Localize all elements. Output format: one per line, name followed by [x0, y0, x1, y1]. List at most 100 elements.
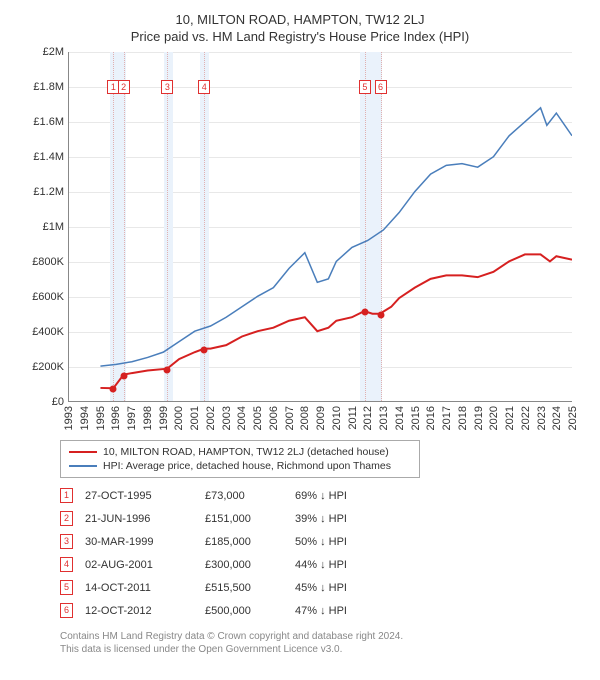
plot-region: 123456 — [68, 52, 572, 402]
x-tick-label: 2018 — [457, 406, 469, 430]
tx-number-box: 1 — [60, 488, 73, 503]
y-tick-label: £800K — [24, 256, 64, 268]
series-hpi — [100, 108, 572, 366]
tx-number-box: 4 — [60, 557, 73, 572]
table-row: 5 14-OCT-2011£515,50045% ↓ HPI — [60, 576, 359, 599]
table-row: 3 30-MAR-1999£185,00050% ↓ HPI — [60, 530, 359, 553]
tx-number-box: 5 — [60, 580, 73, 595]
tx-cell-date: 12-OCT-2012 — [85, 599, 205, 622]
chart-area: 123456 £0£200K£400K£600K£800K£1M£1.2M£1.… — [20, 52, 580, 432]
y-tick-label: £1.8M — [24, 81, 64, 93]
x-tick-label: 1993 — [63, 406, 75, 430]
x-tick-label: 2024 — [551, 406, 563, 430]
tx-cell-n: 4 — [60, 553, 85, 576]
y-tick-label: £1.2M — [24, 186, 64, 198]
data-marker — [120, 372, 127, 379]
y-tick-label: £200K — [24, 361, 64, 373]
tx-cell-delta: 50% ↓ HPI — [295, 530, 359, 553]
event-marker-box: 6 — [375, 80, 387, 94]
tx-cell-date: 14-OCT-2011 — [85, 576, 205, 599]
data-marker — [110, 386, 117, 393]
tx-cell-date: 02-AUG-2001 — [85, 553, 205, 576]
tx-cell-delta: 44% ↓ HPI — [295, 553, 359, 576]
x-tick-label: 2013 — [378, 406, 390, 430]
x-tick-label: 1994 — [79, 406, 91, 430]
footer-line2: This data is licensed under the Open Gov… — [60, 643, 588, 656]
tx-cell-price: £500,000 — [205, 599, 295, 622]
tx-cell-price: £185,000 — [205, 530, 295, 553]
y-tick-label: £600K — [24, 291, 64, 303]
data-marker — [201, 346, 208, 353]
event-marker-box: 3 — [161, 80, 173, 94]
tx-number-box: 3 — [60, 534, 73, 549]
x-tick-label: 2010 — [331, 406, 343, 430]
legend-swatch — [69, 465, 97, 467]
tx-cell-date: 30-MAR-1999 — [85, 530, 205, 553]
table-row: 402-AUG-2001£300,00044% ↓ HPI — [60, 553, 359, 576]
chart-container: 10, MILTON ROAD, HAMPTON, TW12 2LJ Price… — [0, 0, 600, 664]
x-tick-label: 1999 — [158, 406, 170, 430]
event-marker-box: 2 — [118, 80, 130, 94]
x-tick-label: 1995 — [95, 406, 107, 430]
x-tick-label: 2015 — [410, 406, 422, 430]
footer-line1: Contains HM Land Registry data © Crown c… — [60, 630, 588, 643]
table-row: 1 27-OCT-1995£73,00069% ↓ HPI — [60, 484, 359, 507]
tx-cell-n: 1 — [60, 484, 85, 507]
tx-number-box: 2 — [60, 511, 73, 526]
y-tick-label: £1M — [24, 221, 64, 233]
tx-cell-date: 21-JUN-1996 — [85, 507, 205, 530]
x-tick-label: 1997 — [126, 406, 138, 430]
data-marker — [164, 366, 171, 373]
legend: 10, MILTON ROAD, HAMPTON, TW12 2LJ (deta… — [60, 440, 420, 478]
tx-number-box: 6 — [60, 603, 73, 618]
x-tick-label: 2014 — [394, 406, 406, 430]
y-tick-label: £2M — [24, 46, 64, 58]
y-tick-label: £400K — [24, 326, 64, 338]
tx-cell-n: 3 — [60, 530, 85, 553]
x-tick-label: 2016 — [425, 406, 437, 430]
x-tick-label: 2007 — [284, 406, 296, 430]
x-tick-label: 2003 — [221, 406, 233, 430]
legend-item: HPI: Average price, detached house, Rich… — [69, 459, 411, 473]
tx-cell-delta: 69% ↓ HPI — [295, 484, 359, 507]
tx-cell-date: 27-OCT-1995 — [85, 484, 205, 507]
x-tick-label: 2011 — [347, 406, 359, 430]
legend-label: 10, MILTON ROAD, HAMPTON, TW12 2LJ (deta… — [103, 446, 389, 458]
x-tick-label: 2021 — [504, 406, 516, 430]
tx-cell-delta: 45% ↓ HPI — [295, 576, 359, 599]
x-tick-label: 1996 — [110, 406, 122, 430]
x-tick-label: 2020 — [488, 406, 500, 430]
x-tick-label: 2002 — [205, 406, 217, 430]
x-tick-label: 2000 — [173, 406, 185, 430]
tx-cell-price: £73,000 — [205, 484, 295, 507]
tx-cell-price: £151,000 — [205, 507, 295, 530]
page-title: 10, MILTON ROAD, HAMPTON, TW12 2LJ — [12, 12, 588, 27]
x-tick-label: 2012 — [362, 406, 374, 430]
series-property — [100, 254, 572, 388]
tx-cell-n: 2 — [60, 507, 85, 530]
data-marker — [361, 308, 368, 315]
legend-swatch — [69, 451, 97, 453]
tx-cell-price: £515,500 — [205, 576, 295, 599]
page-subtitle: Price paid vs. HM Land Registry's House … — [12, 29, 588, 44]
legend-label: HPI: Average price, detached house, Rich… — [103, 460, 391, 472]
tx-cell-delta: 39% ↓ HPI — [295, 507, 359, 530]
event-marker-box: 5 — [359, 80, 371, 94]
tx-cell-n: 5 — [60, 576, 85, 599]
x-tick-label: 2022 — [520, 406, 532, 430]
footer: Contains HM Land Registry data © Crown c… — [60, 630, 588, 656]
transactions-table: 1 27-OCT-1995£73,00069% ↓ HPI 2 21-JUN-1996… — [60, 484, 359, 622]
x-tick-label: 2008 — [299, 406, 311, 430]
table-row: 612-OCT-2012£500,00047% ↓ HPI — [60, 599, 359, 622]
legend-item: 10, MILTON ROAD, HAMPTON, TW12 2LJ (deta… — [69, 445, 411, 459]
y-tick-label: £1.4M — [24, 151, 64, 163]
tx-cell-n: 6 — [60, 599, 85, 622]
x-tick-label: 2004 — [236, 406, 248, 430]
table-row: 2 21-JUN-1996£151,00039% ↓ HPI — [60, 507, 359, 530]
x-tick-label: 1998 — [142, 406, 154, 430]
chart-svg — [69, 52, 572, 401]
x-tick-label: 2009 — [315, 406, 327, 430]
x-tick-label: 2025 — [567, 406, 579, 430]
x-tick-label: 2017 — [441, 406, 453, 430]
y-tick-label: £0 — [24, 396, 64, 408]
